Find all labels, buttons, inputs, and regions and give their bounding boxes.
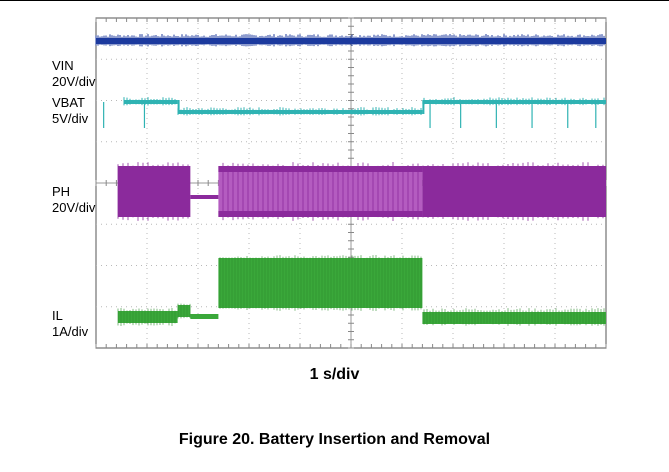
vbat-step xyxy=(177,100,180,114)
vbat-scale: 5V/div xyxy=(52,111,89,126)
il-label: IL xyxy=(52,308,63,323)
oscilloscope-chart: VIN 20V/div VBAT 5V/div PH 20V/div IL 1A… xyxy=(52,17,607,349)
ph-switching-region xyxy=(118,166,191,217)
ph-label: PH xyxy=(52,184,70,199)
ph-high-duty-top xyxy=(218,166,423,172)
traces xyxy=(95,34,606,326)
vin-trace xyxy=(95,34,606,47)
vin-scale: 20V/div xyxy=(52,74,96,89)
vbat-low-segment xyxy=(177,110,423,114)
ph-trace xyxy=(117,162,606,221)
figure-caption: Figure 20. Battery Insertion and Removal xyxy=(178,431,491,448)
vin-band xyxy=(96,38,606,44)
il-scale: 1A/div xyxy=(52,324,89,339)
il-off-segment xyxy=(190,314,219,319)
top-rule xyxy=(0,0,669,1)
ph-off-region xyxy=(190,195,219,199)
il-trace xyxy=(117,255,606,326)
ph-high-duty-bottom xyxy=(218,211,423,217)
vbat-step xyxy=(422,100,425,114)
vin-label: VIN xyxy=(52,58,74,73)
vbat-trace xyxy=(103,97,606,128)
il-high-segment xyxy=(218,258,423,308)
ph-scale: 20V/div xyxy=(52,200,96,215)
ph-high-duty-region xyxy=(218,166,423,217)
x-axis-scale-label: 1 s/div xyxy=(309,366,360,383)
vbat-label: VBAT xyxy=(52,95,85,110)
